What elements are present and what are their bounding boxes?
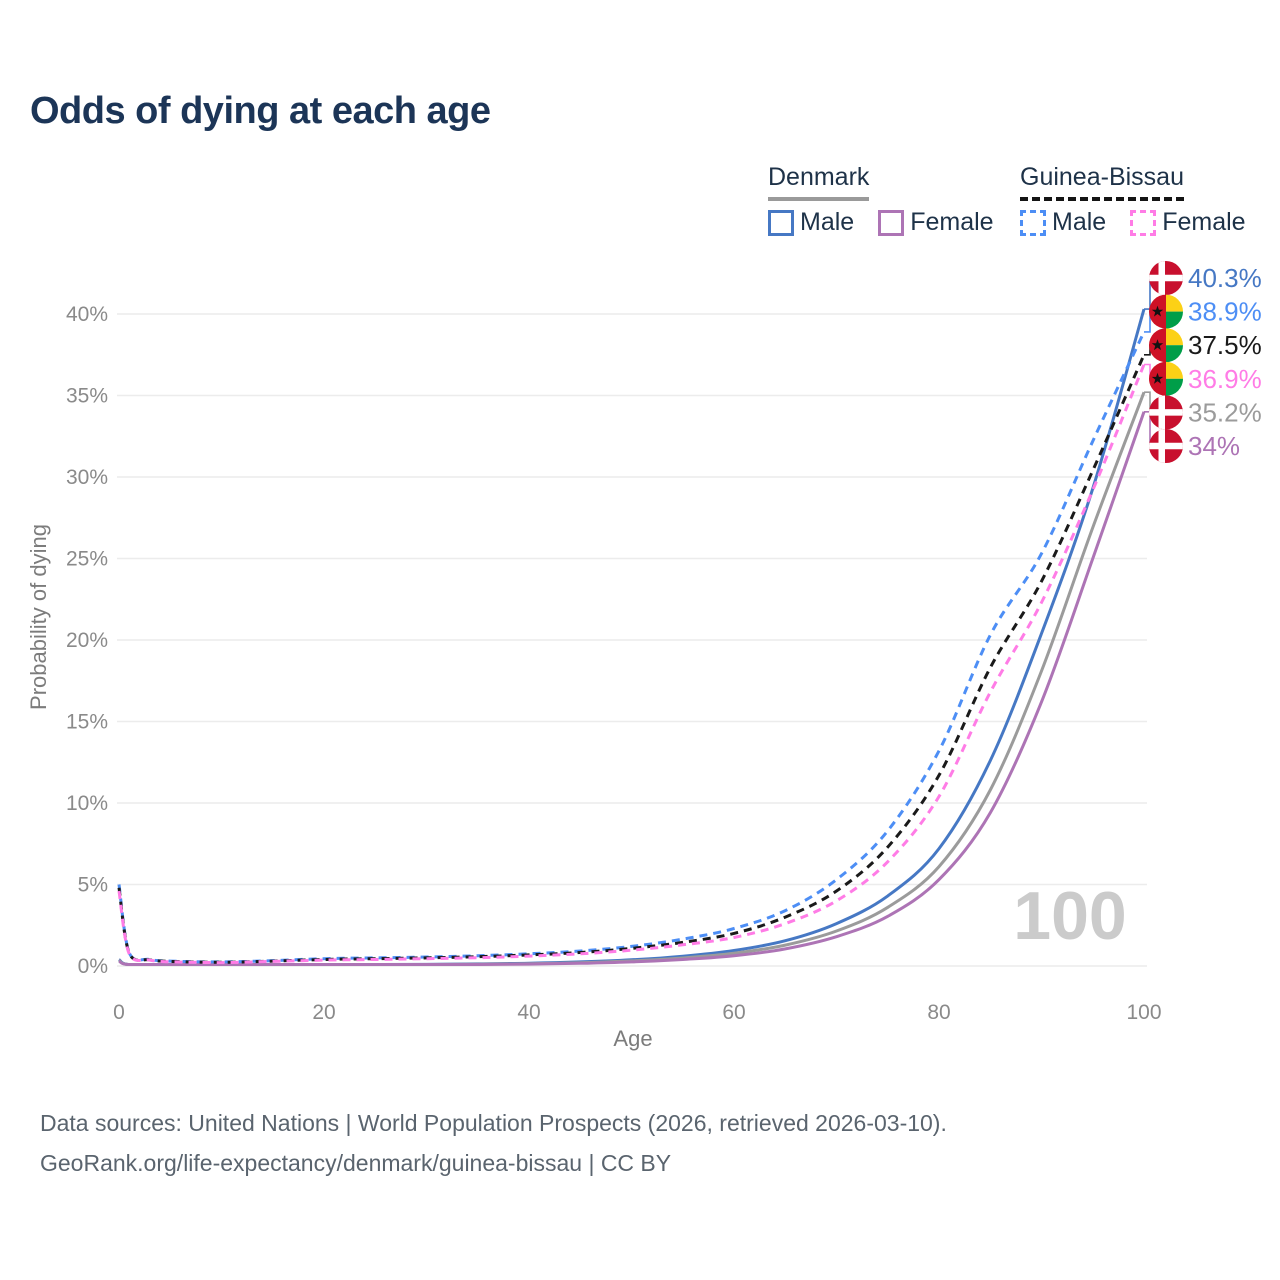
y-tick-label: 30% — [66, 466, 108, 489]
x-tick-label: 40 — [517, 1001, 540, 1024]
x-tick-label: 80 — [927, 1001, 950, 1024]
data-sources-text: Data sources: United Nations | World Pop… — [40, 1110, 947, 1136]
end-label-flags — [1149, 261, 1183, 463]
x-tick-label: 60 — [722, 1001, 745, 1024]
y-tick-label: 10% — [66, 792, 108, 815]
flag-denmark-icon — [1149, 395, 1183, 430]
flag-guinea-bissau-icon — [1149, 328, 1183, 363]
y-axis-title: Probability of dying — [26, 524, 51, 710]
end-label-denmark-female: 34% — [1188, 431, 1240, 461]
legend-group-guinea-bissau: Guinea-Bissau Male Female — [1020, 163, 1270, 237]
y-tick-label: 40% — [66, 303, 108, 326]
y-tick-label: 5% — [78, 874, 108, 897]
legend-group-denmark: Denmark Male Female — [768, 163, 1018, 237]
legend-item-label: Male — [1052, 208, 1107, 236]
y-tick-label: 25% — [66, 548, 108, 571]
gridlines — [117, 313, 1147, 967]
y-tick-label: 15% — [66, 711, 108, 734]
series-line-guinea-bissau-male[interactable] — [117, 331, 1146, 964]
series-line-guinea-bissau-both[interactable] — [117, 354, 1146, 964]
leader-line-denmark-female — [1144, 411, 1151, 447]
end-label-denmark-male: 40.3% — [1188, 263, 1262, 293]
x-axis-title: Age — [613, 1026, 652, 1051]
end-label-values: 40.3% 38.9%37.5% 36.9%35.2% 34% — [1188, 263, 1262, 461]
legend-item-denmark-male[interactable]: Male — [768, 208, 878, 237]
legend-title-guinea-bissau: Guinea-Bissau — [1020, 163, 1184, 201]
legend-item-label: Male — [800, 208, 855, 236]
y-tick-label: 0% — [78, 955, 108, 978]
attribution-text: GeoRank.org/life-expectancy/denmark/guin… — [40, 1150, 672, 1176]
legend-item-denmark-female[interactable]: Female — [878, 208, 1017, 237]
end-label-guinea-bissau-male: 38.9% — [1188, 297, 1262, 327]
x-tick-label: 100 — [1126, 1001, 1161, 1024]
end-label-guinea-bissau-female: 36.9% — [1188, 364, 1262, 394]
flag-guinea-bissau-icon — [1149, 361, 1183, 396]
end-label-guinea-bissau-both: 37.5% — [1188, 330, 1262, 360]
y-tick-label: 20% — [66, 629, 108, 652]
legend-item-label: Female — [1162, 208, 1246, 236]
guinea-bissau-male-swatch-icon — [1020, 209, 1046, 236]
legend-item-guinea-bissau-male[interactable]: Male — [1020, 208, 1130, 237]
flag-denmark-icon — [1149, 261, 1183, 295]
page-title: Odds of dying at each age — [30, 90, 491, 132]
denmark-male-swatch-icon — [768, 209, 794, 236]
legend-item-guinea-bissau-female[interactable]: Female — [1130, 208, 1269, 237]
series-line-denmark-female[interactable] — [118, 411, 1146, 966]
y-axis-ticks: 0% 5% 10% 15% 20% 25% 30% 35% 40% — [66, 303, 108, 978]
x-tick-label: 20 — [312, 1001, 335, 1024]
legend-item-label: Female — [910, 208, 994, 236]
leader-line-guinea-bissau-female — [1144, 363, 1151, 380]
age-watermark: 100 — [1013, 878, 1126, 954]
flag-denmark-icon — [1149, 429, 1183, 463]
series-line-guinea-bissau-female[interactable] — [117, 363, 1146, 965]
flag-guinea-bissau-icon — [1149, 294, 1183, 329]
denmark-female-swatch-icon — [878, 209, 905, 236]
leader-line-denmark-male — [1144, 277, 1151, 310]
y-tick-label: 35% — [66, 385, 108, 408]
series-lines — [117, 308, 1146, 966]
series-line-denmark-both[interactable] — [118, 391, 1146, 966]
guinea-bissau-female-swatch-icon — [1130, 209, 1157, 236]
x-axis-ticks: 0 20 40 60 80 100 — [113, 1001, 1161, 1024]
end-label-denmark-both: 35.2% — [1188, 397, 1262, 427]
end-label-leader-lines — [1144, 277, 1151, 447]
x-tick-label: 0 — [113, 1001, 125, 1024]
legend-title-denmark: Denmark — [768, 163, 870, 201]
